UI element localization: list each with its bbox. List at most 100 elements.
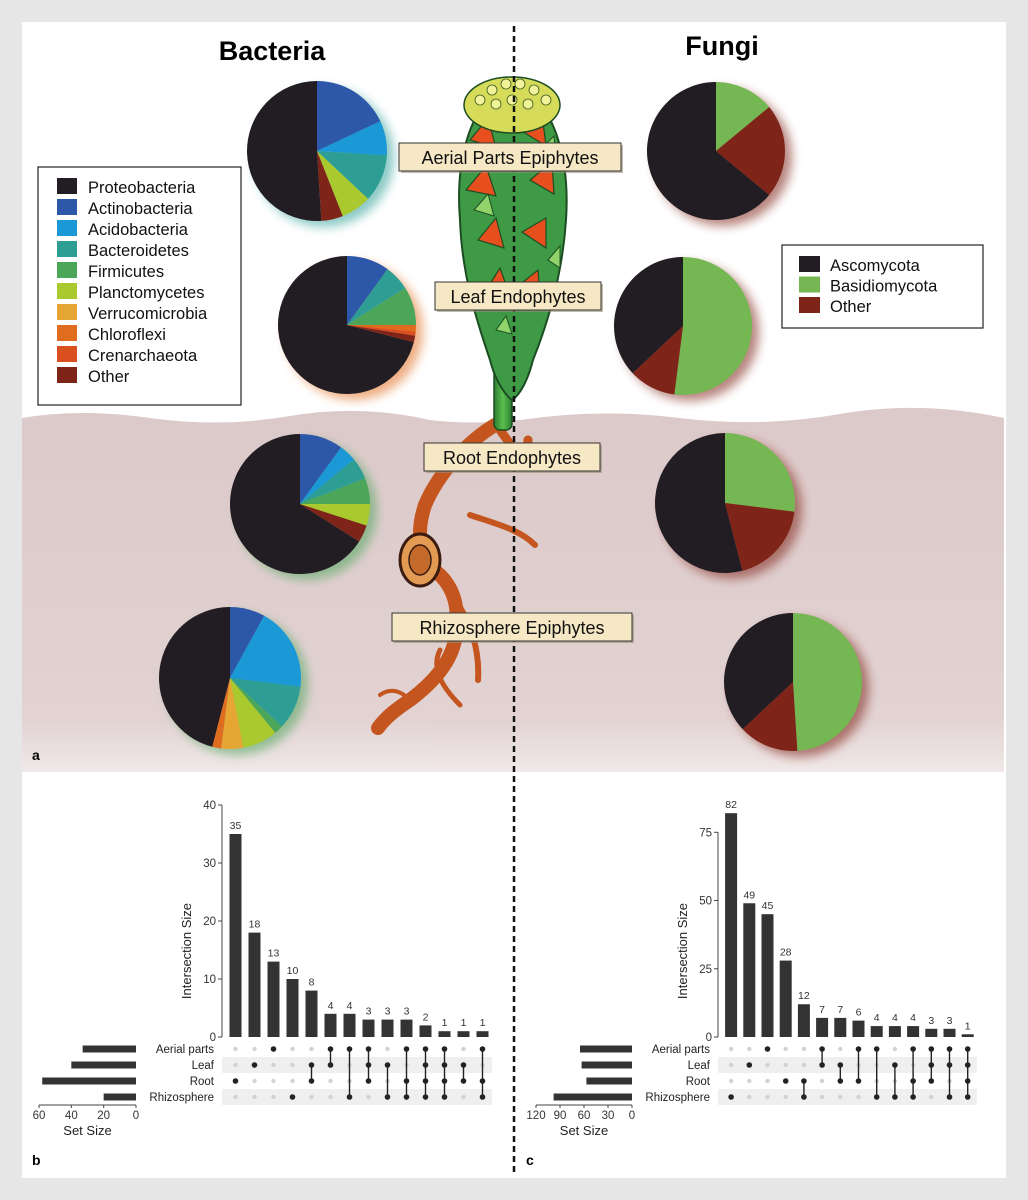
intersection-bar-label: 3	[404, 1006, 410, 1018]
intersection-bar-label: 1	[965, 1020, 971, 1032]
matrix-dot-off	[892, 1046, 898, 1052]
intersection-bar	[400, 1019, 413, 1037]
y-tick-label: 20	[203, 916, 216, 928]
y-tick-label: 25	[699, 964, 712, 976]
set-size-bar	[581, 1061, 632, 1069]
root-branch	[467, 512, 538, 548]
legend-swatch-other	[799, 297, 820, 313]
set-name: Rhizosphere	[149, 1092, 214, 1104]
y-axis-label: Intersection Size	[675, 903, 690, 999]
set-size-bar	[82, 1045, 136, 1053]
pie-slice-chloroflexi	[347, 325, 416, 332]
legend-label-actinobacteria: Actinobacteria	[88, 200, 193, 218]
bacteria-header: Bacteria	[219, 36, 327, 66]
pie-slice-bacteroidetes	[300, 459, 366, 504]
pie-slice-proteobacteria	[159, 606, 230, 747]
pie-fungi-5	[614, 257, 759, 401]
compartment-label: Aerial Parts Epiphytes	[421, 148, 598, 168]
pie-slice-proteobacteria	[230, 434, 360, 574]
compartment-label-box	[423, 442, 601, 472]
pie-slice-planctomycetes	[317, 151, 369, 217]
matrix-dot-on	[251, 1062, 258, 1068]
matrix-dot-off	[290, 1062, 295, 1068]
matrix-dot-off	[801, 1062, 807, 1068]
set-size-bar	[42, 1077, 136, 1085]
legend-label-crenarchaeota: Crenarchaeota	[88, 347, 198, 365]
intersection-bar	[438, 1031, 451, 1037]
pie-bacteria-2	[230, 434, 377, 580]
matrix-dot-off	[819, 1078, 825, 1084]
pie-slice-firmicutes	[347, 288, 416, 325]
intersection-bar-label: 82	[725, 799, 737, 811]
intersection-bar-label: 3	[366, 1006, 372, 1018]
intersection-bar	[870, 1026, 883, 1037]
legend-swatch-proteobacteria	[57, 178, 77, 194]
pie-slice-firmicutes	[300, 478, 370, 504]
legend-swatch-planctomycetes	[57, 283, 77, 299]
legend-swatch-firmicutes	[57, 262, 77, 278]
intersection-bar	[286, 979, 299, 1037]
matrix-dot-off	[747, 1078, 752, 1084]
matrix-dot-off	[728, 1062, 734, 1068]
matrix-dot-off	[233, 1094, 238, 1100]
set-size-bar	[580, 1045, 632, 1053]
pie-slice-basidiomycota	[674, 257, 752, 395]
intersection-bar	[305, 990, 318, 1037]
pie-slice-proteobacteria	[278, 256, 414, 395]
matrix-dot-off	[290, 1046, 295, 1052]
matrix-dot-off	[765, 1078, 770, 1084]
matrix-dot-off	[838, 1094, 843, 1100]
y-tick-label: 0	[210, 1032, 216, 1044]
legend-swatch-chloroflexi	[57, 325, 77, 341]
intersection-bar-label: 4	[910, 1012, 916, 1024]
pie-slice-actinobacteria	[317, 81, 381, 151]
compartment-label-box	[398, 142, 622, 172]
intersection-bar	[761, 914, 774, 1037]
matrix-dot-off	[783, 1062, 788, 1068]
set-size-tick-label: 0	[133, 1110, 139, 1122]
intersection-bar	[925, 1028, 938, 1037]
pie-slice-basidiomycota	[793, 613, 863, 751]
matrix-dot-off	[929, 1094, 934, 1100]
matrix-dot-off	[233, 1046, 238, 1052]
intersection-bar-label: 3	[928, 1015, 934, 1027]
intersection-bar	[725, 813, 738, 1037]
matrix-dot-off	[461, 1094, 466, 1100]
set-size-bar	[71, 1061, 136, 1069]
pie-slice-firmicutes	[230, 678, 282, 733]
legend-label-acidobacteria: Acidobacteria	[88, 221, 189, 239]
matrix-dot-on	[232, 1078, 239, 1084]
panel-label-b: b	[32, 1152, 41, 1168]
pie-bacteria-0	[247, 81, 394, 227]
matrix-dot-on	[746, 1062, 753, 1068]
legend-label-basidiomycota: Basidiomycota	[830, 278, 938, 296]
set-size-tick-label: 60	[33, 1110, 46, 1122]
pie-fungi-6	[655, 432, 802, 579]
matrix-dot-off	[856, 1094, 861, 1100]
matrix-row-shade	[718, 1057, 977, 1073]
legend-swatch-actinobacteria	[57, 199, 77, 215]
matrix-row-shade	[222, 1089, 492, 1105]
legend-label-other: Other	[88, 368, 130, 386]
intersection-bar-label: 7	[837, 1004, 843, 1016]
pie-slice-proteobacteria	[247, 81, 322, 221]
matrix-dot-off	[271, 1078, 276, 1084]
y-tick-label: 75	[699, 827, 712, 839]
intersection-bar	[419, 1025, 432, 1037]
matrix-dot-off	[328, 1078, 333, 1084]
matrix-dot-on	[270, 1046, 277, 1052]
set-name: Root	[686, 1076, 711, 1088]
pie-slice-bacteroidetes	[230, 678, 301, 727]
intersection-bar	[343, 1013, 356, 1037]
set-size-label: Set Size	[560, 1123, 608, 1138]
intersection-bar	[457, 1031, 470, 1037]
set-size-tick-label: 20	[97, 1110, 110, 1122]
set-size-tick-label: 90	[554, 1110, 567, 1122]
compartment-label-box	[391, 612, 633, 642]
legend-label-verrucomicrobia: Verrucomicrobia	[88, 305, 208, 323]
intersection-bar	[743, 903, 756, 1037]
intersection-bar-label: 4	[328, 1000, 334, 1012]
